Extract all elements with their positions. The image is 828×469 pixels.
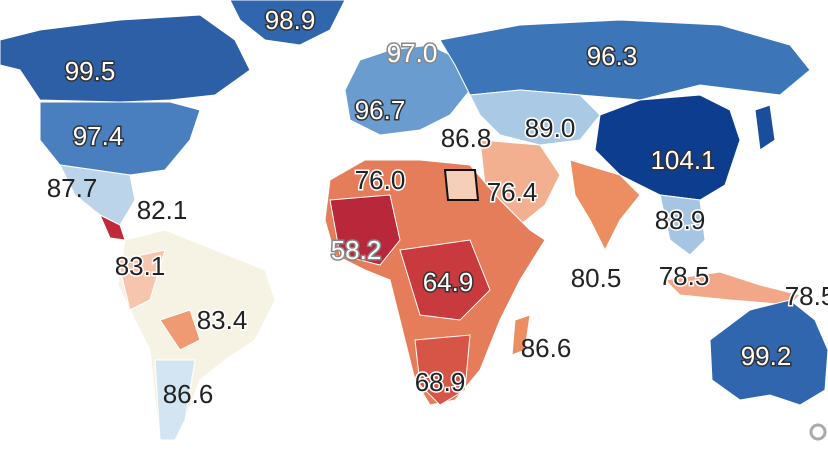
value-label: 97.0 (387, 38, 438, 68)
value-label: 97.4 (73, 121, 124, 151)
countries (0, 0, 828, 441)
andes (117, 249, 166, 311)
value-label: 58.2 (331, 235, 382, 265)
value-label: 98.9 (265, 5, 316, 35)
se-asia (659, 194, 706, 256)
value-label: 80.5 (571, 263, 622, 293)
central-asia (469, 89, 601, 146)
value-label: 89.0 (525, 113, 576, 143)
indonesia (663, 271, 801, 306)
egypt (443, 169, 480, 201)
usa (39, 101, 201, 176)
value-label: 88.9 (655, 205, 706, 235)
india (569, 159, 641, 252)
madagascar (511, 314, 531, 356)
value-label: 64.9 (423, 267, 474, 297)
value-label: 99.2 (741, 341, 792, 371)
argentina (154, 359, 196, 441)
china (594, 94, 741, 201)
labels: 98.9 99.5 97.0 96.3 96.7 86.8 89.0 97.4 … (47, 3, 828, 409)
value-label: 76.4 (487, 177, 538, 207)
value-label: 86.6 (521, 333, 572, 363)
value-label: 78.5 (785, 281, 828, 311)
value-label: 83.4 (197, 305, 248, 335)
bolivia (159, 309, 201, 351)
value-label: 76.0 (355, 165, 406, 195)
value-label: 68.9 (415, 367, 466, 397)
value-label: 86.6 (163, 379, 214, 409)
value-label: 96.7 (355, 95, 406, 125)
value-label: 99.5 (65, 56, 116, 86)
value-label: 104.1 (650, 145, 715, 175)
value-label: 96.3 (587, 41, 638, 71)
value-label: 86.8 (441, 123, 492, 153)
canada (0, 14, 251, 103)
value-label: 87.7 (47, 173, 98, 203)
value-label: 78.5 (659, 261, 710, 291)
greenland (229, 0, 346, 46)
corner-icon (809, 423, 827, 441)
value-label: 82.1 (137, 195, 188, 225)
australia (709, 299, 828, 406)
japan (754, 104, 776, 151)
west-africa (329, 194, 401, 266)
southern-africa (414, 334, 471, 406)
value-label: 83.1 (115, 251, 166, 281)
central-africa (399, 239, 491, 321)
